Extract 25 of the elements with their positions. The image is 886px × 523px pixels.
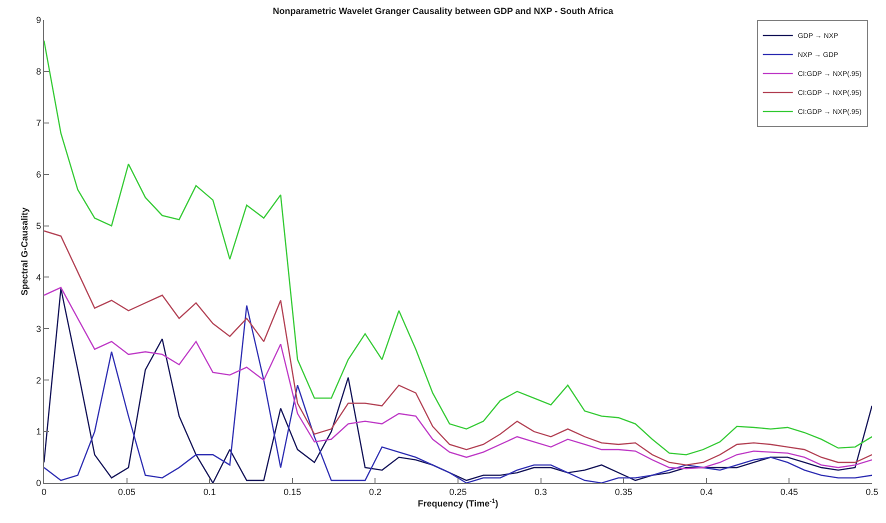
line-series — [44, 230, 872, 466]
y-axis-title: Spectral G-Causality — [20, 207, 30, 296]
x-tick-label: 0.5 — [866, 486, 878, 497]
y-tick-label: 6 — [36, 169, 42, 180]
x-tick-label: 0.1 — [203, 486, 216, 497]
y-tick-label: 0 — [36, 478, 42, 488]
y-tick-label: 4 — [36, 272, 42, 282]
chart-title: Nonparametric Wavelet Granger Causality between GDP and NXP - South Africa — [272, 6, 614, 16]
y-tick-label: 9 — [36, 15, 42, 26]
y-tick-label: 1 — [36, 426, 42, 437]
x-tick-label: 0.35 — [614, 486, 632, 497]
y-tick-label: 7 — [36, 118, 42, 128]
line-series — [44, 40, 872, 456]
x-tick-label: 0.15 — [284, 486, 302, 497]
y-tick-label: 2 — [36, 375, 42, 386]
x-tick-label: 0.4 — [700, 486, 713, 497]
y-tick-label: 5 — [36, 220, 42, 231]
y-tick-label: 3 — [36, 324, 42, 334]
x-tick-label: 0.05 — [118, 486, 136, 497]
x-axis-title: Frequency (Time$^{-1}$) — [418, 498, 498, 509]
x-tick-label: 0.45 — [780, 486, 798, 497]
y-tick-label: 8 — [36, 66, 42, 77]
x-tick-label: 0.2 — [368, 486, 382, 497]
x-tick-label: 0.3 — [534, 486, 548, 497]
x-tick-label: 0.25 — [449, 486, 467, 497]
